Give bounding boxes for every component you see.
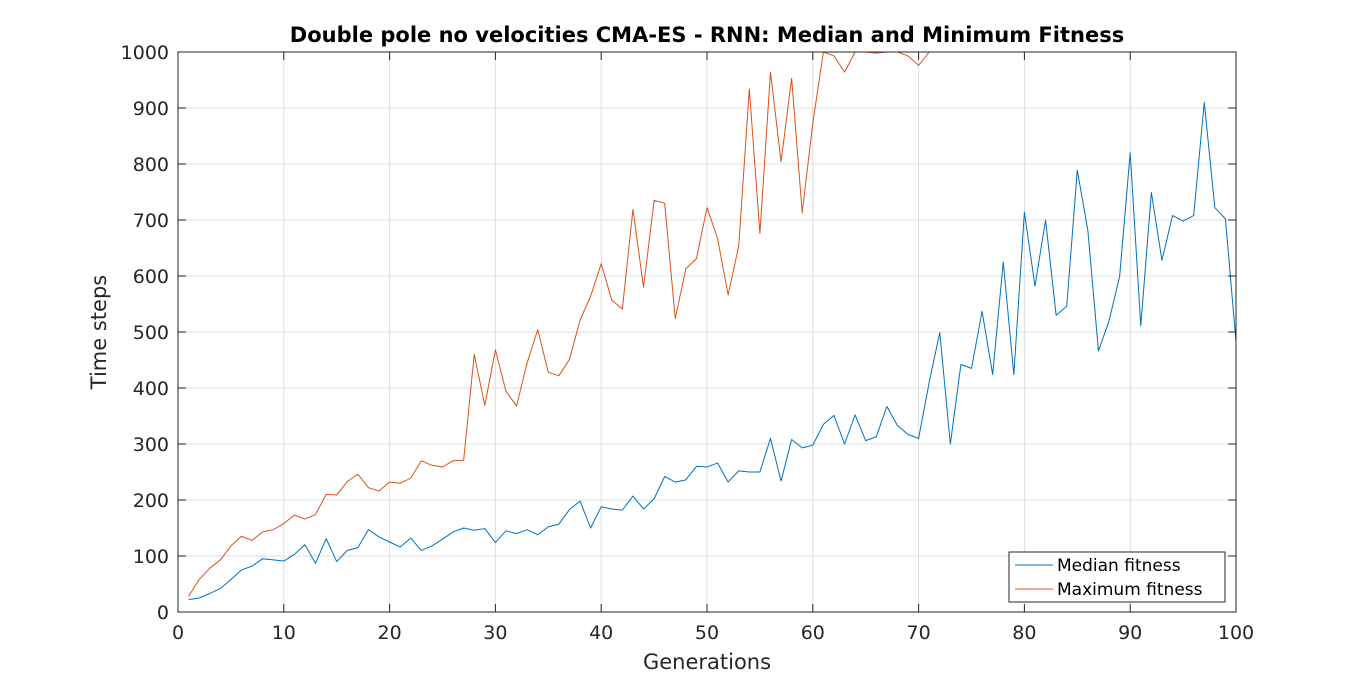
y-tick-label: 300	[133, 434, 169, 456]
x-tick-label: 10	[272, 622, 296, 644]
x-tick-label: 90	[1118, 622, 1142, 644]
x-tick-label: 50	[695, 622, 719, 644]
y-tick-label: 800	[133, 154, 169, 176]
x-tick-label: 80	[1012, 622, 1036, 644]
legend-label-maximum-fitness: Maximum fitness	[1057, 580, 1203, 600]
legend-box	[1008, 551, 1226, 603]
series-line-median-fitness	[188, 101, 1237, 601]
x-tick-label: 60	[801, 622, 825, 644]
x-tick-label: 100	[1218, 622, 1254, 644]
y-tick-label: 400	[133, 378, 169, 400]
chart-title: Double pole no velocities CMA-ES - RNN: …	[290, 23, 1124, 47]
y-tick-label: 700	[133, 210, 169, 232]
y-tick-label: 0	[157, 602, 169, 624]
x-tick-label: 40	[589, 622, 613, 644]
y-tick-label: 900	[133, 98, 169, 120]
legend: Median fitness Maximum fitness	[1008, 551, 1226, 603]
y-tick-label: 500	[133, 322, 169, 344]
tick-labels: 0 10 20 30 40 50 60 70 80 90 100010020030040050060…	[121, 42, 1254, 644]
x-axis-label: Generations	[643, 650, 771, 674]
x-tick-label: 30	[483, 622, 507, 644]
y-tick-label: 100	[133, 546, 169, 568]
plot-area-border	[177, 51, 1237, 613]
y-tick-label: 200	[133, 490, 169, 512]
y-tick-label: 1000	[121, 42, 169, 64]
axes	[177, 51, 1237, 613]
x-tick-label: 20	[378, 622, 402, 644]
x-tick-label: 70	[907, 622, 931, 644]
y-axis-label: Time steps	[87, 275, 111, 390]
legend-label-median-fitness: Median fitness	[1057, 556, 1181, 576]
x-tick-label: 0	[172, 622, 184, 644]
y-tick-label: 600	[133, 266, 169, 288]
